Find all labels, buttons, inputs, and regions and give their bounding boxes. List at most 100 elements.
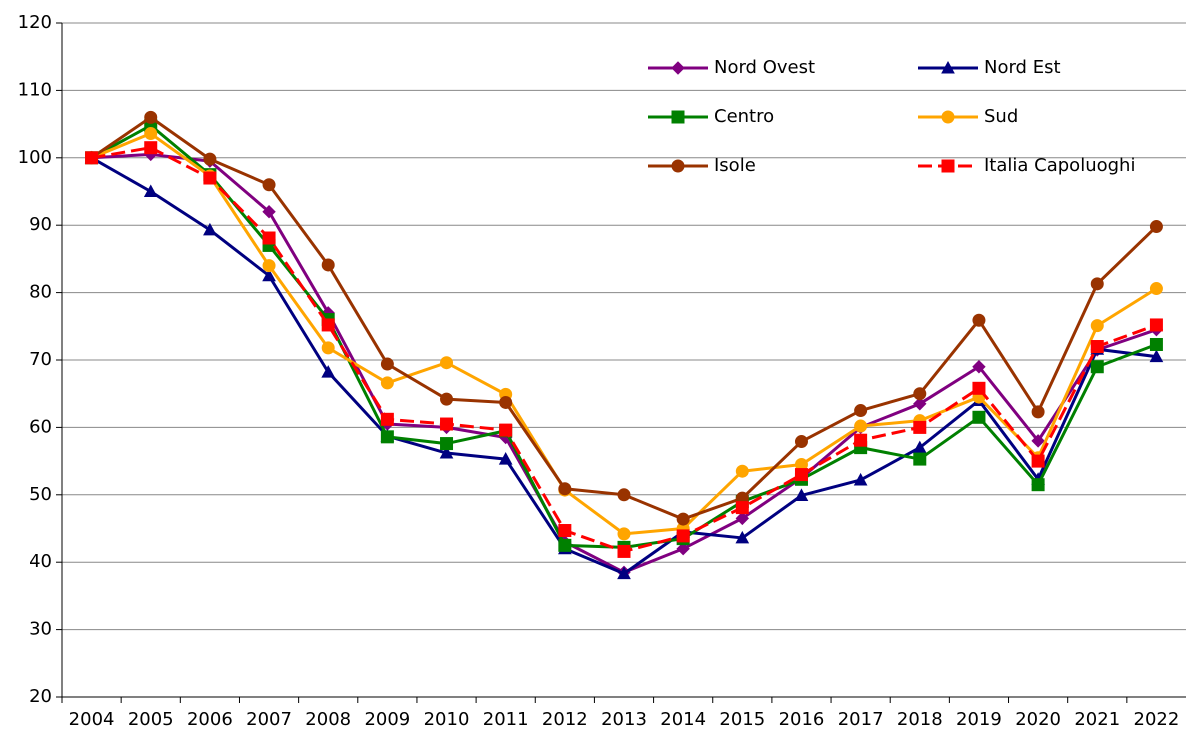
y-tick-label: 50: [29, 484, 52, 505]
x-tick-label: 2005: [128, 709, 174, 730]
data-point: [1031, 478, 1045, 492]
x-tick-label: 2004: [69, 709, 115, 730]
y-tick-label: 60: [29, 416, 52, 437]
data-point: [794, 468, 808, 482]
legend-label: Isole: [714, 155, 756, 176]
data-point: [854, 433, 868, 447]
data-point: [440, 417, 454, 431]
x-tick-label: 2009: [364, 709, 410, 730]
data-point: [440, 392, 454, 406]
x-tick-label: 2015: [719, 709, 765, 730]
x-tick-label: 2014: [660, 709, 706, 730]
data-point: [499, 395, 513, 409]
series-line: [90, 123, 1157, 549]
data-point: [1031, 434, 1045, 448]
x-tick-label: 2011: [483, 709, 529, 730]
x-tick-label: 2017: [838, 709, 884, 730]
data-point: [143, 184, 158, 197]
data-point: [913, 397, 927, 411]
y-tick-label: 100: [18, 147, 52, 168]
data-point: [440, 356, 454, 370]
legend-label: Nord Ovest: [714, 57, 815, 78]
data-point: [321, 318, 335, 332]
x-tick-label: 2013: [601, 709, 647, 730]
data-point: [498, 452, 513, 465]
data-point: [262, 268, 276, 282]
data-point: [1031, 454, 1045, 468]
data-point: [380, 357, 394, 371]
series-line: [91, 132, 1158, 536]
data-point: [1149, 318, 1163, 332]
data-point: [735, 511, 750, 526]
x-tick-label: 2019: [956, 709, 1002, 730]
data-point: [1149, 349, 1164, 363]
data-point: [676, 512, 690, 526]
data-point: [794, 488, 809, 501]
data-point: [380, 412, 394, 426]
data-point: [262, 178, 276, 192]
data-point: [735, 464, 749, 478]
series-line: [90, 115, 1158, 521]
data-point: [85, 151, 99, 165]
legend-marker: [941, 159, 955, 173]
data-point: [321, 341, 335, 355]
data-point: [972, 360, 986, 374]
data-point: [262, 205, 276, 219]
legend-marker: [671, 61, 685, 75]
data-point: [854, 404, 868, 418]
data-point: [1090, 319, 1104, 333]
data-point: [1149, 220, 1163, 234]
data-point: [854, 419, 868, 433]
data-point: [1149, 337, 1163, 351]
x-tick-label: 2020: [1015, 709, 1061, 730]
data-point: [1090, 360, 1104, 374]
data-point: [676, 542, 690, 556]
data-point: [913, 420, 927, 434]
y-tick-label: 120: [18, 12, 52, 33]
y-tick-label: 40: [29, 551, 52, 572]
data-point: [972, 410, 986, 424]
data-point: [203, 222, 217, 236]
x-tick-label: 2021: [1074, 709, 1120, 730]
y-tick-label: 30: [29, 619, 52, 640]
data-point: [203, 152, 217, 166]
data-point: [440, 437, 454, 451]
y-tick-label: 90: [29, 214, 52, 235]
data-point: [1090, 277, 1104, 291]
data-point: [321, 258, 335, 272]
x-tick-label: 2016: [779, 709, 825, 730]
data-point: [853, 472, 868, 486]
legend-label: Italia Capoluoghi: [984, 155, 1135, 176]
y-tick-label: 80: [29, 282, 52, 303]
legend-marker: [671, 159, 685, 173]
data-point: [1149, 282, 1163, 296]
data-point: [558, 524, 572, 538]
data-point: [380, 376, 394, 390]
y-tick-label: 20: [29, 686, 52, 707]
data-point: [1031, 405, 1045, 419]
data-point: [321, 365, 336, 378]
data-point: [617, 544, 631, 558]
data-point: [972, 381, 986, 395]
data-point: [735, 501, 749, 515]
data-point: [558, 482, 572, 496]
data-point: [1090, 340, 1104, 354]
x-tick-label: 2010: [424, 709, 470, 730]
legend-label: Centro: [714, 106, 774, 127]
x-tick-label: 2012: [542, 709, 588, 730]
y-tick-label: 70: [29, 349, 52, 370]
legend-marker: [941, 60, 955, 74]
data-point: [558, 538, 572, 552]
legend-label: Sud: [984, 106, 1018, 127]
data-point: [617, 527, 631, 541]
data-point: [380, 430, 394, 444]
data-point: [144, 127, 158, 141]
data-point: [262, 259, 276, 273]
legend-label: Nord Est: [984, 57, 1061, 78]
x-tick-label: 2022: [1134, 709, 1180, 730]
legend-marker: [671, 110, 685, 124]
data-point: [262, 231, 276, 245]
data-point: [617, 488, 631, 502]
legend: Nord Ovest Nord Est Centro Sud Isole Italia C…: [648, 57, 1135, 176]
x-tick-label: 2007: [246, 709, 292, 730]
